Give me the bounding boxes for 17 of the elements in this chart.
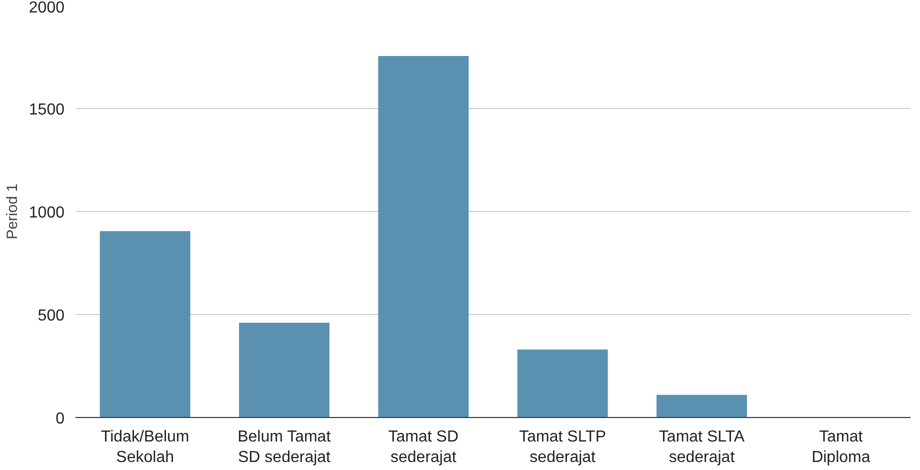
x-tick-label: Tidak/Belum Sekolah — [100, 428, 190, 466]
bar — [378, 56, 469, 418]
y-tick-label: 1000 — [28, 204, 65, 222]
y-tick-label: 0 — [56, 410, 65, 428]
x-tick-label: Tamat SD sederajat — [388, 428, 459, 466]
bar — [517, 350, 608, 418]
y-axis-title: Period 1 — [4, 184, 21, 240]
bar — [100, 231, 190, 418]
y-tick-label: 1500 — [28, 102, 65, 118]
bar — [239, 322, 330, 418]
x-tick-label: Belum Tamat SD sederajat — [238, 428, 332, 466]
y-tick-label: 2000 — [28, 0, 65, 16]
y-tick-label: 500 — [38, 308, 65, 324]
x-tick-label: Tamat Diploma — [812, 428, 870, 466]
x-tick-label: Tamat SLTA sederajat — [658, 428, 745, 466]
x-tick-label: Tamat SLTP sederajat — [519, 428, 606, 466]
bar — [656, 394, 747, 418]
